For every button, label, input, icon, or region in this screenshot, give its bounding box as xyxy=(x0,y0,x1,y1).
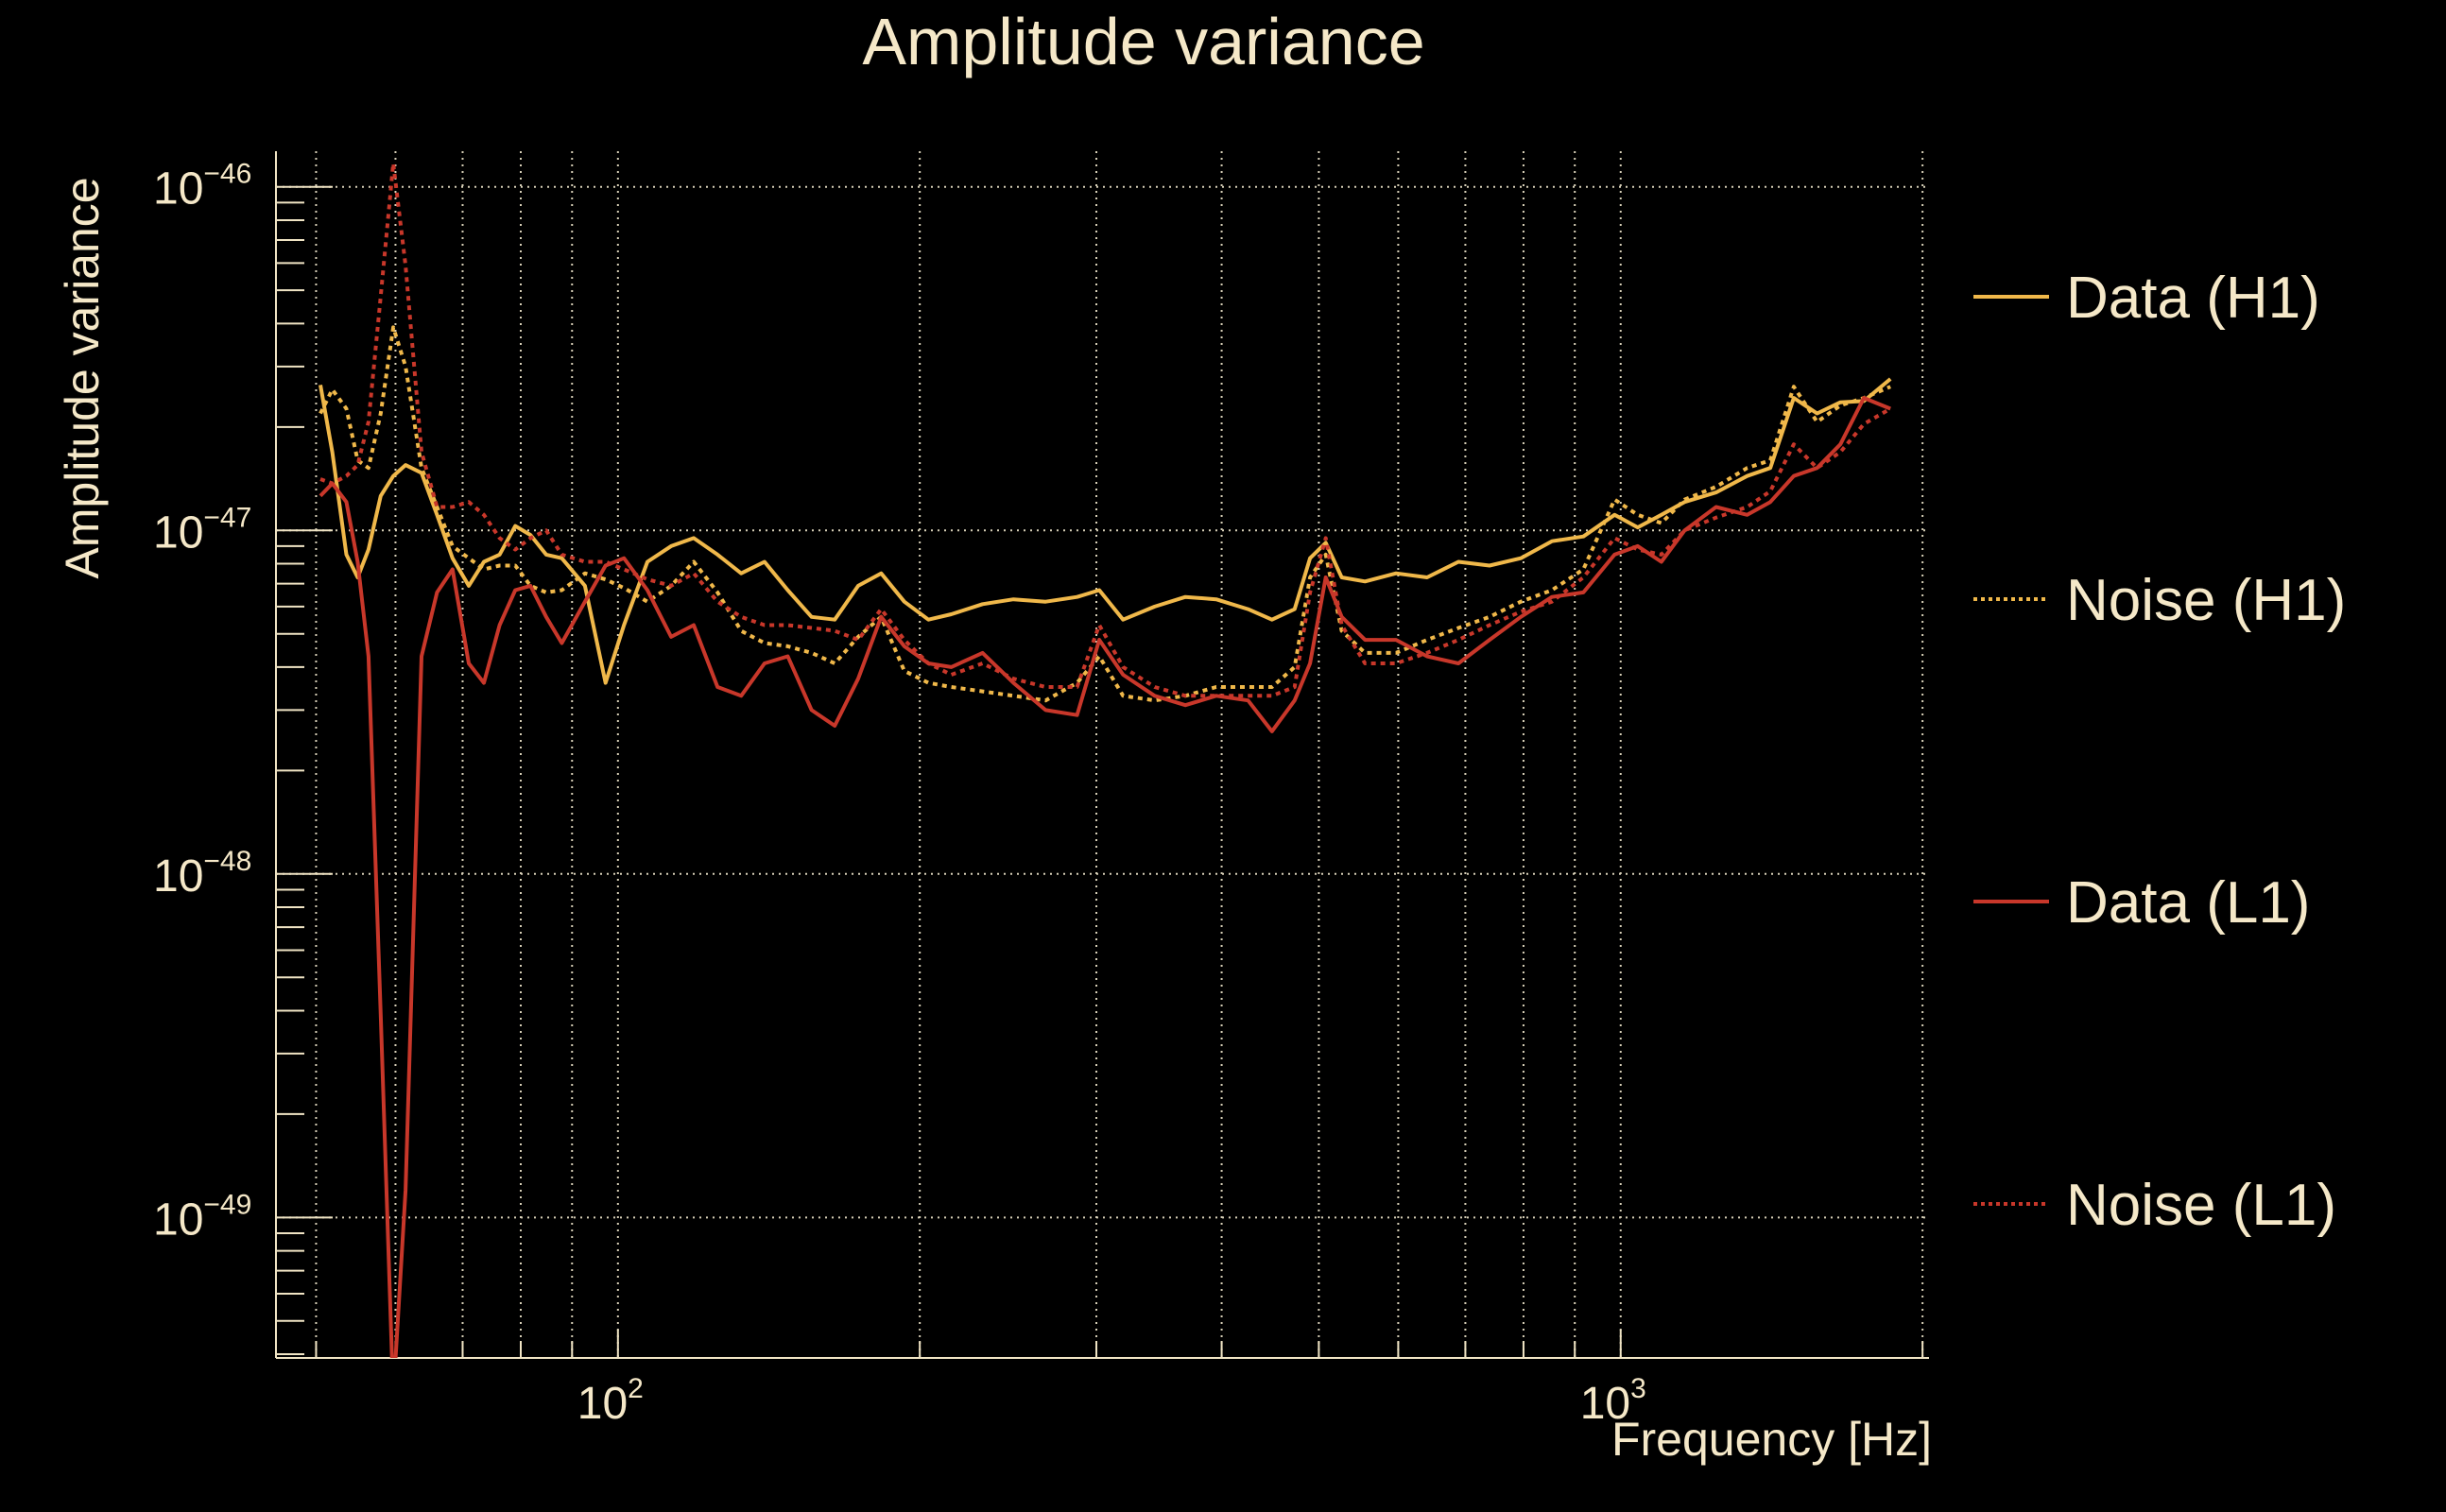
y-tick-label: 10−48 xyxy=(153,846,251,902)
legend: Data (H1) Noise (H1) Data (L1) Noise (L1) xyxy=(1973,266,2346,1238)
x-tick-label: 102 xyxy=(577,1373,644,1429)
legend-label: Data (L1) xyxy=(2066,870,2310,936)
y-tick-label: 10−46 xyxy=(153,159,251,215)
chart-title: Amplitude variance xyxy=(862,5,1424,78)
x-axis-label: Frequency [Hz] xyxy=(1611,1413,1932,1466)
series-line-data-h1 xyxy=(319,377,1892,685)
x-tick-label: 103 xyxy=(1580,1373,1646,1429)
tick-labels: 102 103 10−46 10−47 10−48 10−49 xyxy=(153,159,1646,1429)
legend-label: Noise (L1) xyxy=(2066,1173,2336,1238)
y-axis-label: Amplitude variance xyxy=(56,177,109,578)
series-line-data-l1 xyxy=(319,396,1891,1358)
series-line-noise-h1 xyxy=(319,325,1891,703)
legend-label: Data (H1) xyxy=(2066,266,2320,331)
y-tick-label: 10−49 xyxy=(153,1189,251,1245)
legend-label: Noise (H1) xyxy=(2066,568,2346,633)
y-tick-label: 10−47 xyxy=(153,502,251,558)
grid xyxy=(276,151,1929,1358)
series-lines xyxy=(319,161,1892,1358)
series-line-noise-l1 xyxy=(319,161,1892,698)
axes xyxy=(275,151,1929,1359)
